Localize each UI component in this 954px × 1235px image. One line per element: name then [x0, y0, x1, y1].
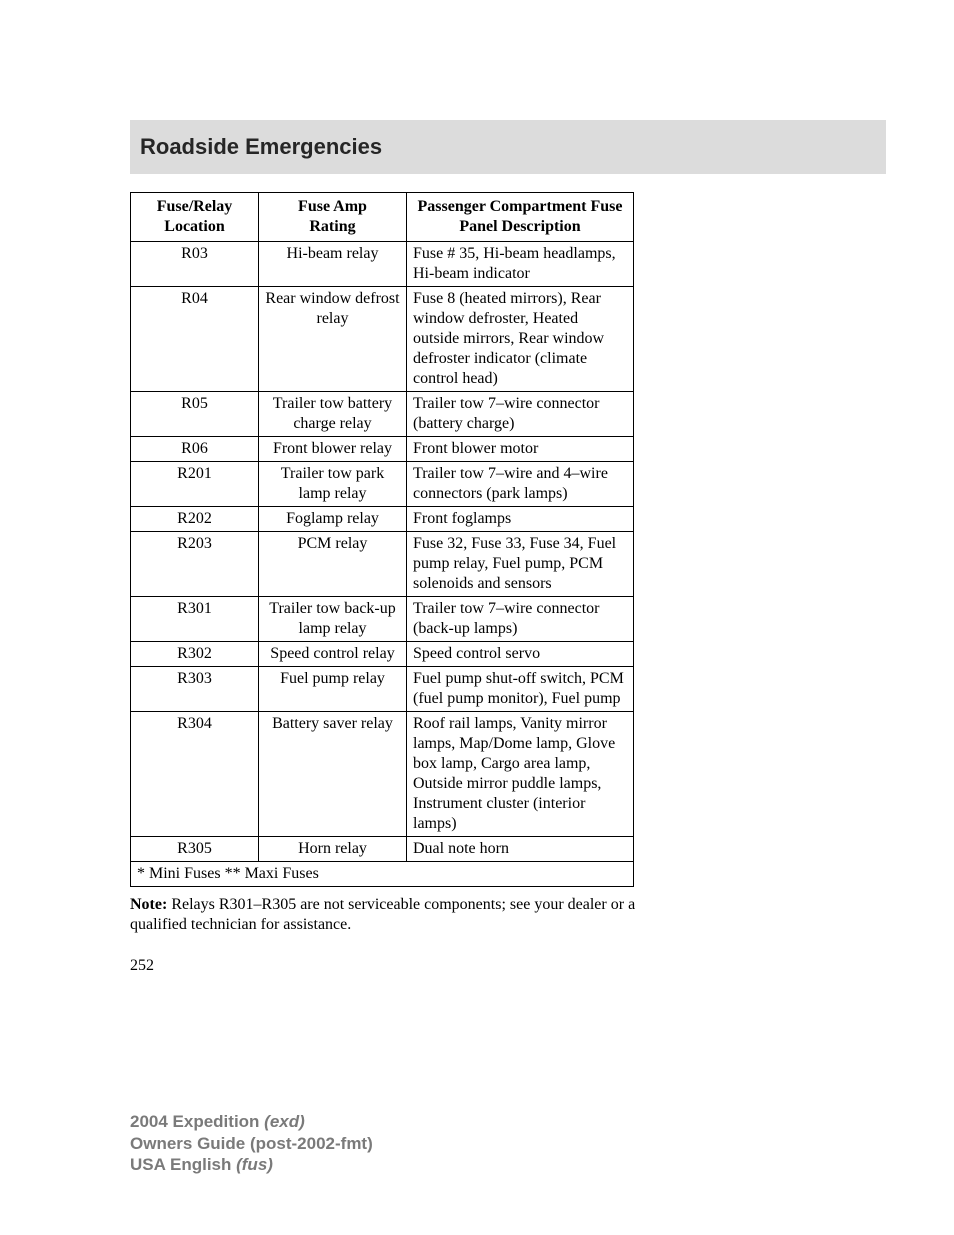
cell-description: Front blower motor [407, 437, 634, 462]
cell-description: Fuse 8 (heated mirrors), Rear window def… [407, 287, 634, 392]
cell-location: R302 [131, 642, 259, 667]
cell-location: R303 [131, 667, 259, 712]
cell-location: R203 [131, 532, 259, 597]
cell-location: R06 [131, 437, 259, 462]
col-header-description-line1: Passenger Compartment Fuse [417, 198, 622, 215]
col-header-location-line1: Fuse/Relay [157, 198, 233, 215]
cell-location: R04 [131, 287, 259, 392]
cell-rating: Trailer tow park lamp relay [259, 462, 407, 507]
col-header-rating: Fuse Amp Rating [259, 193, 407, 242]
cell-rating: Speed control relay [259, 642, 407, 667]
footer-guide: Owners Guide (post-2002-fmt) [130, 1134, 373, 1153]
cell-rating: Front blower relay [259, 437, 407, 462]
footer-lang: USA English [130, 1155, 236, 1174]
fuse-relay-table: Fuse/Relay Location Fuse Amp Rating Pass… [130, 192, 634, 887]
note-label: Note: [130, 896, 167, 913]
cell-location: R304 [131, 712, 259, 837]
page: Roadside Emergencies Fuse/Relay Location… [0, 0, 954, 1235]
section-title: Roadside Emergencies [140, 134, 382, 159]
footer-vehicle: 2004 Expedition [130, 1112, 264, 1131]
col-header-rating-line1: Fuse Amp [298, 198, 367, 215]
table-row: R303 Fuel pump relay Fuel pump shut-off … [131, 667, 634, 712]
footer-line-2: Owners Guide (post-2002-fmt) [130, 1133, 373, 1154]
table-row: R302 Speed control relay Speed control s… [131, 642, 634, 667]
footer-vehicle-code: (exd) [264, 1112, 305, 1131]
cell-rating: Trailer tow back-up lamp relay [259, 597, 407, 642]
cell-location: R201 [131, 462, 259, 507]
col-header-location: Fuse/Relay Location [131, 193, 259, 242]
cell-location: R202 [131, 507, 259, 532]
col-header-location-line2: Location [164, 218, 224, 235]
table-row: R305 Horn relay Dual note horn [131, 837, 634, 862]
col-header-rating-line2: Rating [309, 218, 355, 235]
cell-description: Trailer tow 7–wire connector (back-up la… [407, 597, 634, 642]
table-header-row: Fuse/Relay Location Fuse Amp Rating Pass… [131, 193, 634, 242]
cell-description: Fuse 32, Fuse 33, Fuse 34, Fuel pump rel… [407, 532, 634, 597]
cell-description: Dual note horn [407, 837, 634, 862]
footer-line-3: USA English (fus) [130, 1154, 373, 1175]
cell-rating: Fuel pump relay [259, 667, 407, 712]
cell-description: Speed control servo [407, 642, 634, 667]
table-row: R301 Trailer tow back-up lamp relay Trai… [131, 597, 634, 642]
table-row: R05 Trailer tow battery charge relay Tra… [131, 392, 634, 437]
table-body: R03 Hi-beam relay Fuse # 35, Hi-beam hea… [131, 242, 634, 887]
page-number: 252 [130, 957, 886, 975]
cell-location: R03 [131, 242, 259, 287]
table-row: R304 Battery saver relay Roof rail lamps… [131, 712, 634, 837]
cell-rating: PCM relay [259, 532, 407, 597]
table-row: R201 Trailer tow park lamp relay Trailer… [131, 462, 634, 507]
table-row: R202 Foglamp relay Front foglamps [131, 507, 634, 532]
cell-description: Front foglamps [407, 507, 634, 532]
table-footnote: * Mini Fuses ** Maxi Fuses [131, 862, 634, 887]
footer-line-1: 2004 Expedition (exd) [130, 1111, 373, 1132]
table-row: R203 PCM relay Fuse 32, Fuse 33, Fuse 34… [131, 532, 634, 597]
cell-location: R301 [131, 597, 259, 642]
cell-description: Roof rail lamps, Vanity mirror lamps, Ma… [407, 712, 634, 837]
note-paragraph: Note: Relays R301–R305 are not serviceab… [130, 895, 640, 935]
cell-rating: Horn relay [259, 837, 407, 862]
footer-lang-code: (fus) [236, 1155, 273, 1174]
col-header-description: Passenger Compartment Fuse Panel Descrip… [407, 193, 634, 242]
section-header-bar: Roadside Emergencies [130, 120, 886, 174]
col-header-description-line2: Panel Description [459, 218, 580, 235]
table-row: R03 Hi-beam relay Fuse # 35, Hi-beam hea… [131, 242, 634, 287]
cell-rating: Battery saver relay [259, 712, 407, 837]
cell-description: Fuel pump shut-off switch, PCM (fuel pum… [407, 667, 634, 712]
cell-rating: Rear window defrost relay [259, 287, 407, 392]
cell-description: Trailer tow 7–wire connector (battery ch… [407, 392, 634, 437]
table-footnote-row: * Mini Fuses ** Maxi Fuses [131, 862, 634, 887]
cell-rating: Hi-beam relay [259, 242, 407, 287]
cell-location: R05 [131, 392, 259, 437]
note-text: Relays R301–R305 are not serviceable com… [130, 896, 635, 933]
table-row: R04 Rear window defrost relay Fuse 8 (he… [131, 287, 634, 392]
cell-rating: Trailer tow battery charge relay [259, 392, 407, 437]
cell-rating: Foglamp relay [259, 507, 407, 532]
cell-location: R305 [131, 837, 259, 862]
cell-description: Trailer tow 7–wire and 4–wire connectors… [407, 462, 634, 507]
cell-description: Fuse # 35, Hi-beam headlamps, Hi-beam in… [407, 242, 634, 287]
table-header: Fuse/Relay Location Fuse Amp Rating Pass… [131, 193, 634, 242]
footer: 2004 Expedition (exd) Owners Guide (post… [130, 1111, 373, 1175]
table-row: R06 Front blower relay Front blower moto… [131, 437, 634, 462]
